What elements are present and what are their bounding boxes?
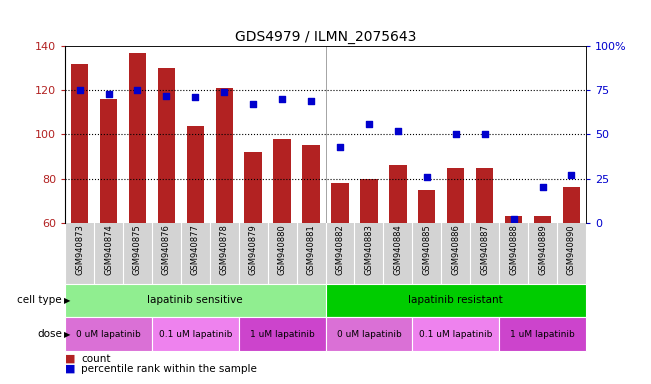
Text: GSM940887: GSM940887: [480, 224, 489, 275]
Text: cell type: cell type: [17, 295, 62, 306]
Text: ▶: ▶: [64, 329, 71, 339]
Text: GSM940876: GSM940876: [162, 224, 171, 275]
Bar: [152, 317, 239, 351]
Bar: [187, 126, 204, 223]
Bar: [562, 187, 580, 223]
Bar: [360, 179, 378, 223]
Text: GSM940888: GSM940888: [509, 224, 518, 275]
Title: GDS4979 / ILMN_2075643: GDS4979 / ILMN_2075643: [235, 30, 416, 44]
Point: [335, 144, 345, 150]
Bar: [476, 167, 493, 223]
Bar: [158, 68, 175, 223]
Point: [422, 174, 432, 180]
Point: [306, 98, 316, 104]
Bar: [65, 284, 326, 317]
Text: GSM940884: GSM940884: [393, 224, 402, 275]
Point: [74, 87, 85, 93]
Text: GSM940875: GSM940875: [133, 224, 142, 275]
Bar: [302, 146, 320, 223]
Point: [393, 128, 403, 134]
Point: [537, 184, 547, 190]
Point: [132, 87, 143, 93]
Point: [161, 93, 172, 99]
Bar: [71, 64, 89, 223]
Text: GSM940886: GSM940886: [451, 224, 460, 275]
Bar: [215, 88, 233, 223]
Bar: [239, 317, 326, 351]
Point: [248, 101, 258, 108]
Text: GSM940889: GSM940889: [538, 224, 547, 275]
Text: GSM940890: GSM940890: [567, 224, 576, 275]
Text: 0.1 uM lapatinib: 0.1 uM lapatinib: [419, 329, 492, 339]
Text: 0 uM lapatinib: 0 uM lapatinib: [76, 329, 141, 339]
Text: dose: dose: [37, 329, 62, 339]
Bar: [447, 167, 464, 223]
Text: GSM940874: GSM940874: [104, 224, 113, 275]
Bar: [534, 216, 551, 223]
Text: ■: ■: [65, 364, 76, 374]
Text: 1 uM lapatinib: 1 uM lapatinib: [250, 329, 314, 339]
Text: GSM940877: GSM940877: [191, 224, 200, 275]
Text: GSM940883: GSM940883: [365, 224, 374, 275]
Text: 0 uM lapatinib: 0 uM lapatinib: [337, 329, 401, 339]
Text: ▶: ▶: [64, 296, 71, 305]
Text: GSM940879: GSM940879: [249, 224, 258, 275]
Text: lapatinib resistant: lapatinib resistant: [408, 295, 503, 306]
Bar: [389, 166, 406, 223]
Point: [508, 216, 519, 222]
Text: GSM940885: GSM940885: [422, 224, 431, 275]
Text: GSM940882: GSM940882: [335, 224, 344, 275]
Text: GSM940881: GSM940881: [307, 224, 316, 275]
Point: [479, 131, 490, 137]
Point: [364, 121, 374, 127]
Point: [450, 131, 461, 137]
Bar: [331, 183, 349, 223]
Bar: [412, 317, 499, 351]
Text: GSM940880: GSM940880: [277, 224, 286, 275]
Bar: [418, 190, 436, 223]
Text: ■: ■: [65, 354, 76, 364]
Point: [277, 96, 287, 102]
Text: GSM940873: GSM940873: [75, 224, 84, 275]
Text: count: count: [81, 354, 111, 364]
Point: [566, 172, 577, 178]
Bar: [273, 139, 291, 223]
Point: [219, 89, 229, 95]
Bar: [326, 317, 412, 351]
Point: [104, 91, 114, 97]
Bar: [499, 317, 586, 351]
Text: GSM940878: GSM940878: [220, 224, 229, 275]
Bar: [326, 284, 586, 317]
Text: lapatinib sensitive: lapatinib sensitive: [148, 295, 243, 306]
Text: 1 uM lapatinib: 1 uM lapatinib: [510, 329, 575, 339]
Bar: [129, 53, 146, 223]
Bar: [100, 99, 117, 223]
Text: percentile rank within the sample: percentile rank within the sample: [81, 364, 257, 374]
Bar: [245, 152, 262, 223]
Bar: [65, 317, 152, 351]
Point: [190, 94, 201, 100]
Text: 0.1 uM lapatinib: 0.1 uM lapatinib: [159, 329, 232, 339]
Bar: [505, 216, 522, 223]
